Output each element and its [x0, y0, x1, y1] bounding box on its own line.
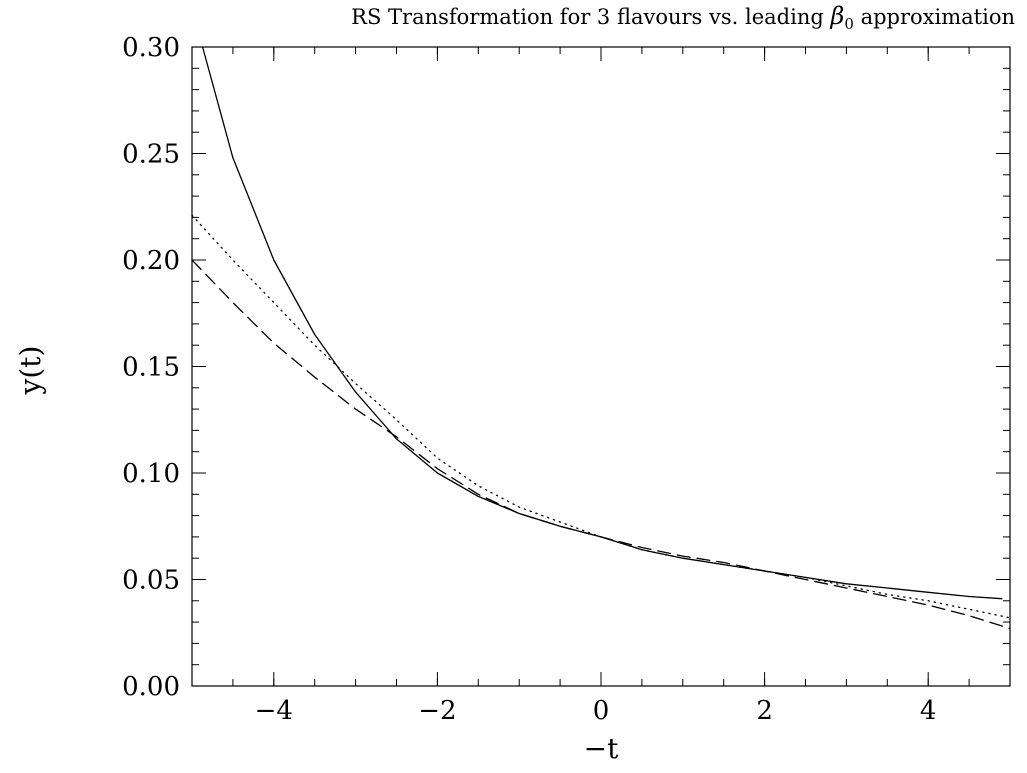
- y-tick-label: 0.10: [122, 459, 180, 489]
- chart-title-tail: approximation: [854, 5, 1015, 29]
- series-line-dotted: [191, 214, 1011, 619]
- y-tick-label: 0.25: [122, 140, 180, 170]
- y-tick-label: 0.00: [122, 672, 180, 702]
- x-tick-label: −2: [418, 696, 456, 726]
- chart-title-beta-subscript: 0: [844, 15, 854, 33]
- tick-labels: −4 −2 0 2 4 0.00 0.05 0.10 0.15 0.20 0.25 0.30: [122, 33, 936, 726]
- plot-frame: [191, 46, 1011, 687]
- y-tick-label: 0.30: [122, 33, 180, 63]
- series-line-solid: [201, 46, 1003, 600]
- chart-title-text: RS Transformation for 3 flavours vs. lea…: [351, 5, 830, 29]
- series-line-dashed: [191, 259, 1011, 630]
- x-tick-label: 2: [756, 696, 773, 726]
- y-tick-label: 0.15: [122, 353, 180, 383]
- chart-title-beta: β: [829, 2, 844, 30]
- x-tick-label: −4: [255, 696, 293, 726]
- y-tick-label: 0.05: [122, 566, 180, 596]
- y-tick-label: 0.20: [122, 246, 180, 276]
- y-axis-title: y(t): [14, 346, 47, 396]
- x-tick-label: 4: [920, 696, 937, 726]
- x-tick-label: 0: [593, 696, 610, 726]
- x-axis-title: −t: [584, 732, 619, 765]
- axis-ticks: [191, 46, 1011, 687]
- series-lines: [191, 46, 1011, 630]
- chart-title: RS Transformation for 3 flavours vs. lea…: [351, 2, 1015, 33]
